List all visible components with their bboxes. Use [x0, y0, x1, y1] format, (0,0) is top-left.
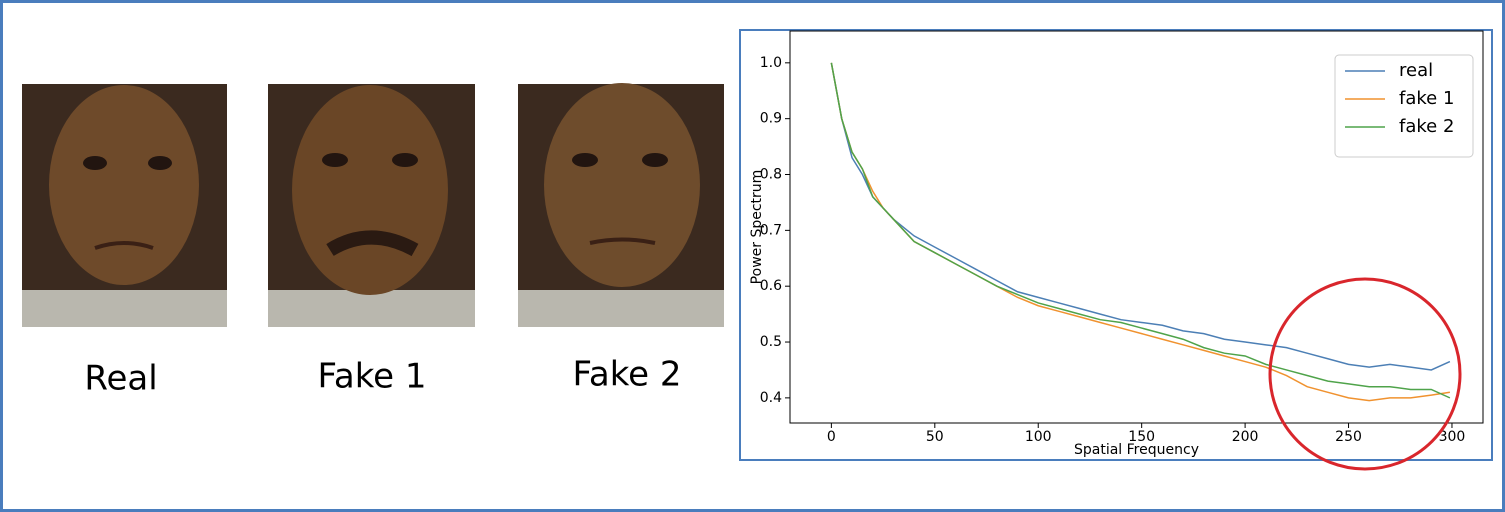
- y-tick-label: 1.0: [760, 55, 782, 71]
- y-tick-label: 0.9: [760, 111, 782, 127]
- legend-label: fake 2: [1399, 116, 1454, 137]
- image-caption: Real: [84, 359, 157, 399]
- x-tick-label: 300: [1439, 429, 1466, 445]
- image-caption: Fake 1: [317, 357, 426, 397]
- x-tick-label: 200: [1232, 429, 1259, 445]
- y-tick-label: 0.7: [760, 222, 782, 238]
- y-tick-label: 0.8: [760, 167, 782, 183]
- y-tick-label: 0.4: [760, 390, 782, 406]
- face-image: [518, 83, 724, 327]
- highlight-circle: [1268, 277, 1462, 471]
- y-tick-label: 0.6: [760, 278, 782, 294]
- x-tick-label: 50: [926, 429, 944, 445]
- legend-box: [1334, 54, 1474, 158]
- chart: 0 50 100 150 200 250 300 1.0 0.9 0.8 0.7 0.6 0.5 0.4 S…: [749, 30, 1484, 458]
- data-line: [830, 62, 1451, 399]
- x-tick-label: 100: [1025, 429, 1052, 445]
- legend-label: real: [1399, 60, 1433, 81]
- face-image: [268, 84, 475, 327]
- x-tick-label: 150: [1128, 429, 1155, 445]
- plot-frame: [789, 30, 1484, 424]
- x-tick-label: 0: [827, 429, 836, 445]
- x-axis-label: Spatial Frequency: [1074, 442, 1199, 458]
- image-caption: Fake 2: [572, 355, 681, 395]
- face-images: [22, 83, 724, 327]
- y-axis-label: Power Spectrum: [749, 170, 765, 285]
- face-image: [22, 84, 227, 327]
- y-tick-label: 0.5: [760, 334, 782, 350]
- legend-label: fake 1: [1399, 88, 1454, 109]
- x-tick-label: 250: [1335, 429, 1362, 445]
